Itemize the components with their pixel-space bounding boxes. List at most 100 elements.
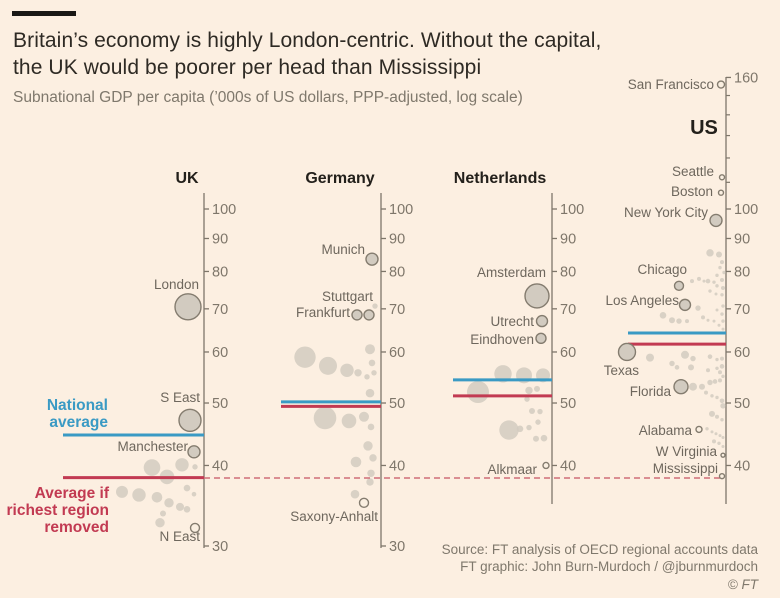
label-mississippi: Mississippi <box>653 461 718 476</box>
region-bubble <box>354 369 362 377</box>
region-bubble <box>712 280 716 284</box>
bubble-seattle <box>718 174 726 181</box>
tick-label: 70 <box>560 302 576 318</box>
region-bubble <box>715 395 719 400</box>
chart-title: Britain’s economy is highly London-centr… <box>13 27 653 81</box>
region-bubble <box>533 435 539 442</box>
region-bubble <box>720 277 724 282</box>
region-bubble <box>535 419 541 425</box>
bubble-texas <box>617 342 637 362</box>
region-bubble <box>715 308 719 312</box>
region-bubble <box>537 408 543 415</box>
region-bubble <box>372 303 378 309</box>
region-bubble <box>646 353 654 362</box>
region-bubble <box>669 360 675 367</box>
bubble-munich <box>365 252 379 266</box>
bubble-w-virginia <box>720 452 726 458</box>
region-bubble <box>368 359 376 367</box>
bubble-chicago <box>673 280 685 292</box>
region-bubble <box>319 356 337 375</box>
tick-label: 30 <box>212 539 228 555</box>
region-bubble <box>526 424 532 431</box>
region-bubble <box>688 364 694 371</box>
label-manchester: Manchester <box>117 439 188 454</box>
tick-label: 90 <box>734 231 750 247</box>
region-bubble <box>715 414 719 419</box>
region-bubble <box>721 436 725 440</box>
label-boston: Boston <box>671 184 713 199</box>
tick-label: 160 <box>734 70 758 86</box>
region-bubble <box>341 413 357 429</box>
region-bubble <box>718 265 722 270</box>
country-title-uk: UK <box>175 170 199 187</box>
tick-label: 100 <box>389 202 413 218</box>
region-bubble <box>116 485 128 498</box>
label-new-york-city: New York City <box>624 205 708 220</box>
credit-line: FT graphic: John Burn-Murdoch / @jburnmu… <box>460 559 758 574</box>
bubble-stuttgart <box>363 309 375 321</box>
region-bubble <box>695 305 701 311</box>
tick-label: 40 <box>212 458 228 474</box>
region-bubble <box>714 292 718 296</box>
label-n-east: N East <box>159 529 200 544</box>
tick-label: 60 <box>560 345 576 361</box>
label-stuttgart: Stuttgart <box>322 289 373 304</box>
country-title-us: US <box>690 117 718 139</box>
bubble-eindhoven <box>535 332 547 345</box>
region-bubble <box>494 365 512 383</box>
region-bubble <box>681 350 689 359</box>
region-bubble <box>689 382 697 391</box>
tick-label: 50 <box>389 396 405 412</box>
region-bubble <box>690 279 694 284</box>
region-bubble <box>706 249 714 257</box>
region-bubble <box>715 357 719 362</box>
region-bubble <box>676 318 682 324</box>
tick-label: 50 <box>560 396 576 412</box>
region-bubble <box>705 278 711 284</box>
region-bubble <box>164 498 174 508</box>
source-line: Source: FT analysis of OECD regional acc… <box>441 542 758 557</box>
chart-subtitle: Subnational GDP per capita (’000s of US … <box>13 89 523 106</box>
tick-label: 60 <box>212 345 228 361</box>
region-bubble <box>155 518 165 528</box>
tick-label: 40 <box>734 458 750 474</box>
legend-average-without-richest: removed <box>44 519 109 536</box>
bubble-boston <box>717 189 725 196</box>
region-bubble <box>707 354 713 359</box>
region-bubble <box>720 403 726 409</box>
bubble-s-east <box>178 408 202 433</box>
region-bubble <box>721 445 725 449</box>
chart-title-line-1: Britain’s economy is highly London-centr… <box>13 29 602 52</box>
tick-label: 100 <box>560 202 584 218</box>
label-frankfurt: Frankfurt <box>296 305 350 320</box>
region-bubble <box>707 379 713 386</box>
bubble-mississippi <box>718 472 726 480</box>
region-bubble <box>715 366 719 371</box>
region-bubble <box>143 459 161 476</box>
region-bubble <box>674 365 680 370</box>
tick-label: 40 <box>389 458 405 474</box>
bubble-florida <box>673 379 689 395</box>
region-bubble <box>716 251 722 258</box>
region-bubble <box>706 368 710 373</box>
region-bubble <box>366 478 374 486</box>
region-bubble <box>721 304 725 308</box>
bubble-london <box>174 293 202 321</box>
tick-label: 80 <box>212 264 228 280</box>
region-bubble <box>365 388 375 398</box>
region-bubble <box>717 441 721 445</box>
region-bubble <box>701 315 705 320</box>
country-title-germany: Germany <box>305 170 374 187</box>
tick-label: 80 <box>560 264 576 280</box>
country-title-netherlands: Netherlands <box>454 170 547 187</box>
region-bubble <box>540 434 548 442</box>
region-bubble <box>702 279 706 283</box>
region-bubble <box>367 423 375 431</box>
region-bubble <box>294 346 316 368</box>
bubble-saxony-anhalt <box>358 497 370 509</box>
bubble-amsterdam <box>524 283 550 309</box>
legend-average-without-richest: richest region <box>7 502 110 519</box>
region-bubble <box>710 430 714 434</box>
